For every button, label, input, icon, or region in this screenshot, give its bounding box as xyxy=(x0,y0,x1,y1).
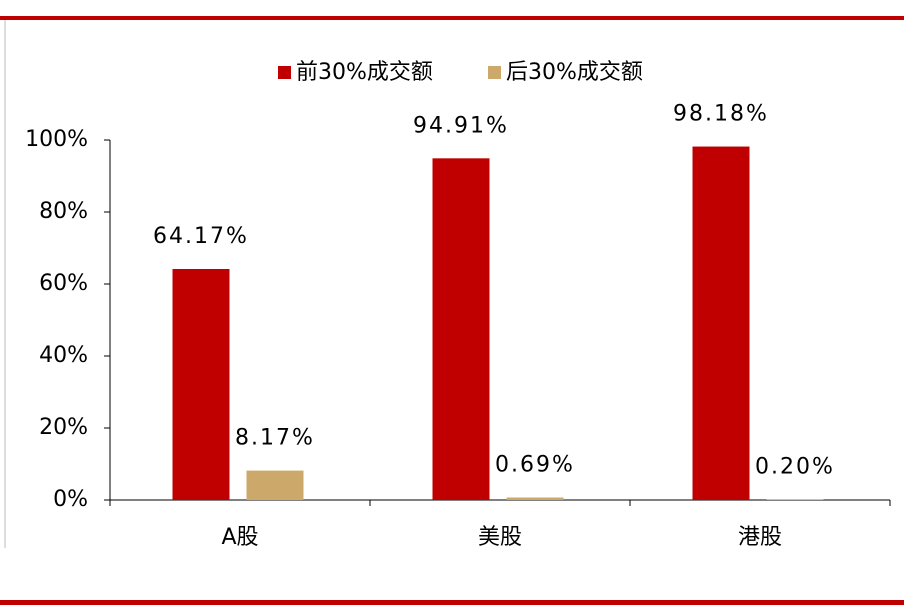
value-label: 64.17% xyxy=(153,224,249,249)
legend-swatch xyxy=(488,66,501,79)
bar xyxy=(246,470,304,500)
top-rule xyxy=(0,16,904,20)
x-tick-label: 港股 xyxy=(738,525,782,550)
bar xyxy=(506,497,564,500)
legend-label: 后30%成交额 xyxy=(506,60,643,85)
x-tick-label: A股 xyxy=(221,525,258,550)
legend-swatch xyxy=(278,66,291,79)
bar xyxy=(692,146,750,500)
value-label: 98.18% xyxy=(673,102,769,127)
x-tick-label: 美股 xyxy=(478,525,522,550)
bar xyxy=(432,158,490,500)
bar xyxy=(766,499,824,500)
value-label: 0.69% xyxy=(495,453,575,478)
bottom-rule xyxy=(0,600,904,605)
y-tick-label: 80% xyxy=(39,199,88,224)
legend-label: 前30%成交额 xyxy=(296,60,433,85)
y-tick-label: 100% xyxy=(25,127,88,152)
bar xyxy=(172,268,230,500)
value-label: 8.17% xyxy=(235,426,315,451)
value-label: 0.20% xyxy=(755,454,835,479)
value-label: 94.91% xyxy=(413,113,509,138)
y-tick-label: 40% xyxy=(39,343,88,368)
y-tick-label: 20% xyxy=(39,415,88,440)
y-tick-label: 0% xyxy=(53,487,88,512)
y-tick-label: 60% xyxy=(39,271,88,296)
